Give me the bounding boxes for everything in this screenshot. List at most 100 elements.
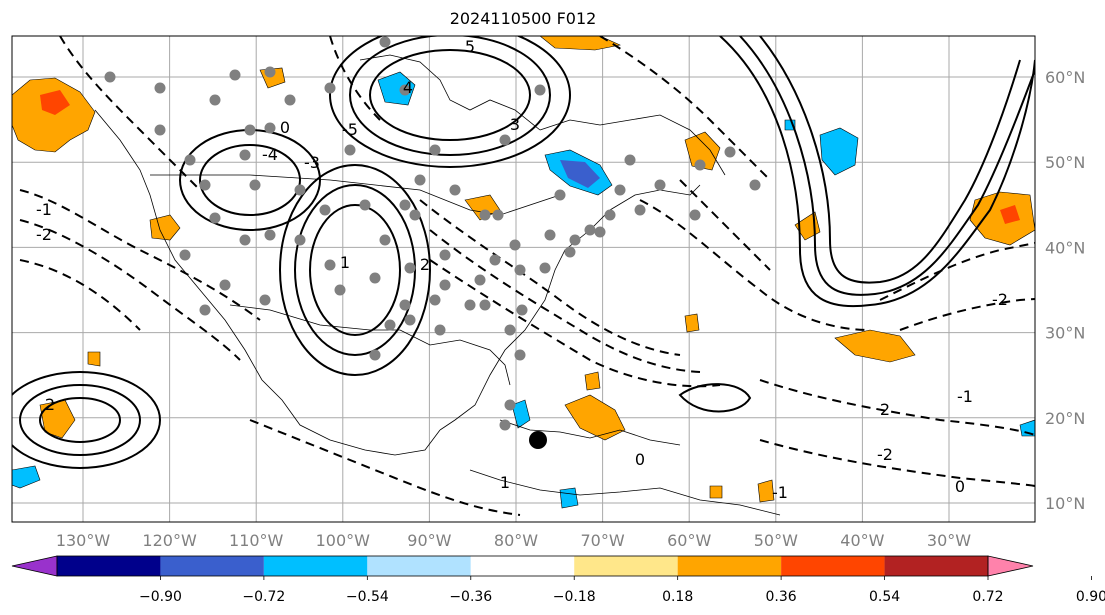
- station-dot: [479, 299, 491, 311]
- contour-label: 2: [880, 400, 890, 419]
- shaded-strong-positive: [40, 90, 1020, 224]
- orange-region-subtropical: [834, 329, 916, 363]
- coast-south-america: [469, 469, 781, 516]
- colorbar-extend-high: [987, 555, 1034, 577]
- station-dot: [319, 204, 331, 216]
- lon-tick-label: 90°W: [407, 531, 451, 550]
- station-dot: [539, 262, 551, 274]
- station-dot: [379, 234, 391, 246]
- colorbar: [11, 555, 1034, 577]
- station-dot: [209, 212, 221, 224]
- station-dot: [154, 82, 166, 94]
- station-dot: [489, 254, 501, 266]
- station-dot: [654, 179, 666, 191]
- station-dot: [239, 149, 251, 161]
- station-dot: [499, 134, 511, 146]
- contour-neg-atl-2: [679, 179, 771, 271]
- contour-label: 0: [280, 118, 290, 137]
- station-dot: [249, 179, 261, 191]
- station-dot: [184, 154, 196, 166]
- shaded-strong-negative: [560, 160, 600, 188]
- station-dot: [689, 209, 701, 221]
- contour-high-hudson-2: [349, 36, 551, 156]
- colorbar-outline: [56, 555, 989, 577]
- contour-high-hawaii-2: [19, 384, 141, 456]
- contour-neg-sub-1: [249, 419, 521, 516]
- dashed-contours: [19, 36, 1035, 516]
- station-dot: [534, 84, 546, 96]
- contour-label: 4: [403, 78, 413, 97]
- orange-region-small-d: [709, 485, 723, 499]
- contour-neg-east-us-2: [429, 229, 701, 373]
- contour-neg-east-atl-2: [899, 298, 1035, 331]
- station-dot: [324, 82, 336, 94]
- contour-high-hudson-3: [329, 36, 571, 168]
- lon-tick-label: 60°W: [667, 531, 711, 550]
- station-dot: [369, 272, 381, 284]
- contour-neg-trough-1: [19, 189, 261, 321]
- station-dot: [429, 294, 441, 306]
- station-dot: [229, 69, 241, 81]
- station-dot: [344, 144, 356, 156]
- map-frame: [11, 35, 1036, 523]
- orange-region-small-b: [684, 313, 700, 333]
- contour-labels: 0 -1 -2 -3 -4 1 2 3 4 5 -5 0 -2 -1 2 -2 0 1 2 -1: [36, 37, 1008, 502]
- orange-region-small-a: [87, 351, 101, 367]
- station-dot: [569, 234, 581, 246]
- station-dot: [284, 94, 296, 106]
- station-dot: [179, 249, 191, 261]
- contour-high-sw-us: [309, 204, 401, 336]
- contour-label: 1: [340, 253, 350, 272]
- station-dot: [404, 314, 416, 326]
- station-dot: [264, 66, 276, 78]
- station-dot: [294, 234, 306, 246]
- station-dot: [479, 209, 491, 221]
- contour-label: 5: [465, 37, 475, 56]
- station-dot: [259, 294, 271, 306]
- station-dot: [384, 319, 396, 331]
- station-dot: [694, 159, 706, 171]
- contour-neg-east-us: [419, 199, 681, 356]
- colorbar-tick-label: −0.90: [139, 589, 182, 605]
- station-dot: [399, 199, 411, 211]
- contour-high-sw-us-3: [279, 164, 431, 376]
- mexico-border: [229, 304, 400, 331]
- station-dot: [409, 209, 421, 221]
- coast-gulf: [399, 329, 511, 386]
- lon-tick-label: 130°W: [56, 531, 111, 550]
- station-dot: [614, 184, 626, 196]
- contour-label: -1: [772, 483, 788, 502]
- station-dot: [324, 259, 336, 271]
- lon-tick-label: 80°W: [494, 531, 538, 550]
- station-dot: [514, 264, 526, 276]
- coast-na-west: [94, 109, 441, 456]
- colorbar-segment: [160, 556, 264, 576]
- colorbar-segment: [263, 556, 368, 576]
- contour-high-hawaii: [39, 397, 121, 443]
- station-dot: [219, 279, 231, 291]
- coast-labrador: [539, 114, 726, 176]
- contour-high-hudson: [369, 49, 531, 141]
- orange-region-north: [539, 36, 621, 51]
- contour-neg-nw-1: [59, 36, 201, 191]
- darkblue-core-quebec: [560, 160, 600, 188]
- station-dot: [264, 122, 276, 134]
- contour-neg-trough-3: [19, 259, 141, 331]
- station-dot: [504, 324, 516, 336]
- station-dot: [199, 179, 211, 191]
- colorbar-segment: [884, 556, 988, 576]
- station-dot: [564, 246, 576, 258]
- black-marker: [529, 431, 547, 449]
- colorbar-tick-label: −0.54: [346, 589, 389, 605]
- contour-label: 3: [510, 115, 520, 134]
- orange-region-caribbean: [564, 394, 626, 441]
- station-dot: [294, 184, 306, 196]
- colorbar-segment: [57, 556, 161, 576]
- red-core-east-atl: [1000, 205, 1020, 224]
- station-dot: [414, 174, 426, 186]
- station-dot: [492, 209, 504, 221]
- map-title: 2024110500 F012: [449, 9, 597, 28]
- station-dot: [439, 249, 451, 261]
- contour-neg-nw-2: [329, 36, 381, 121]
